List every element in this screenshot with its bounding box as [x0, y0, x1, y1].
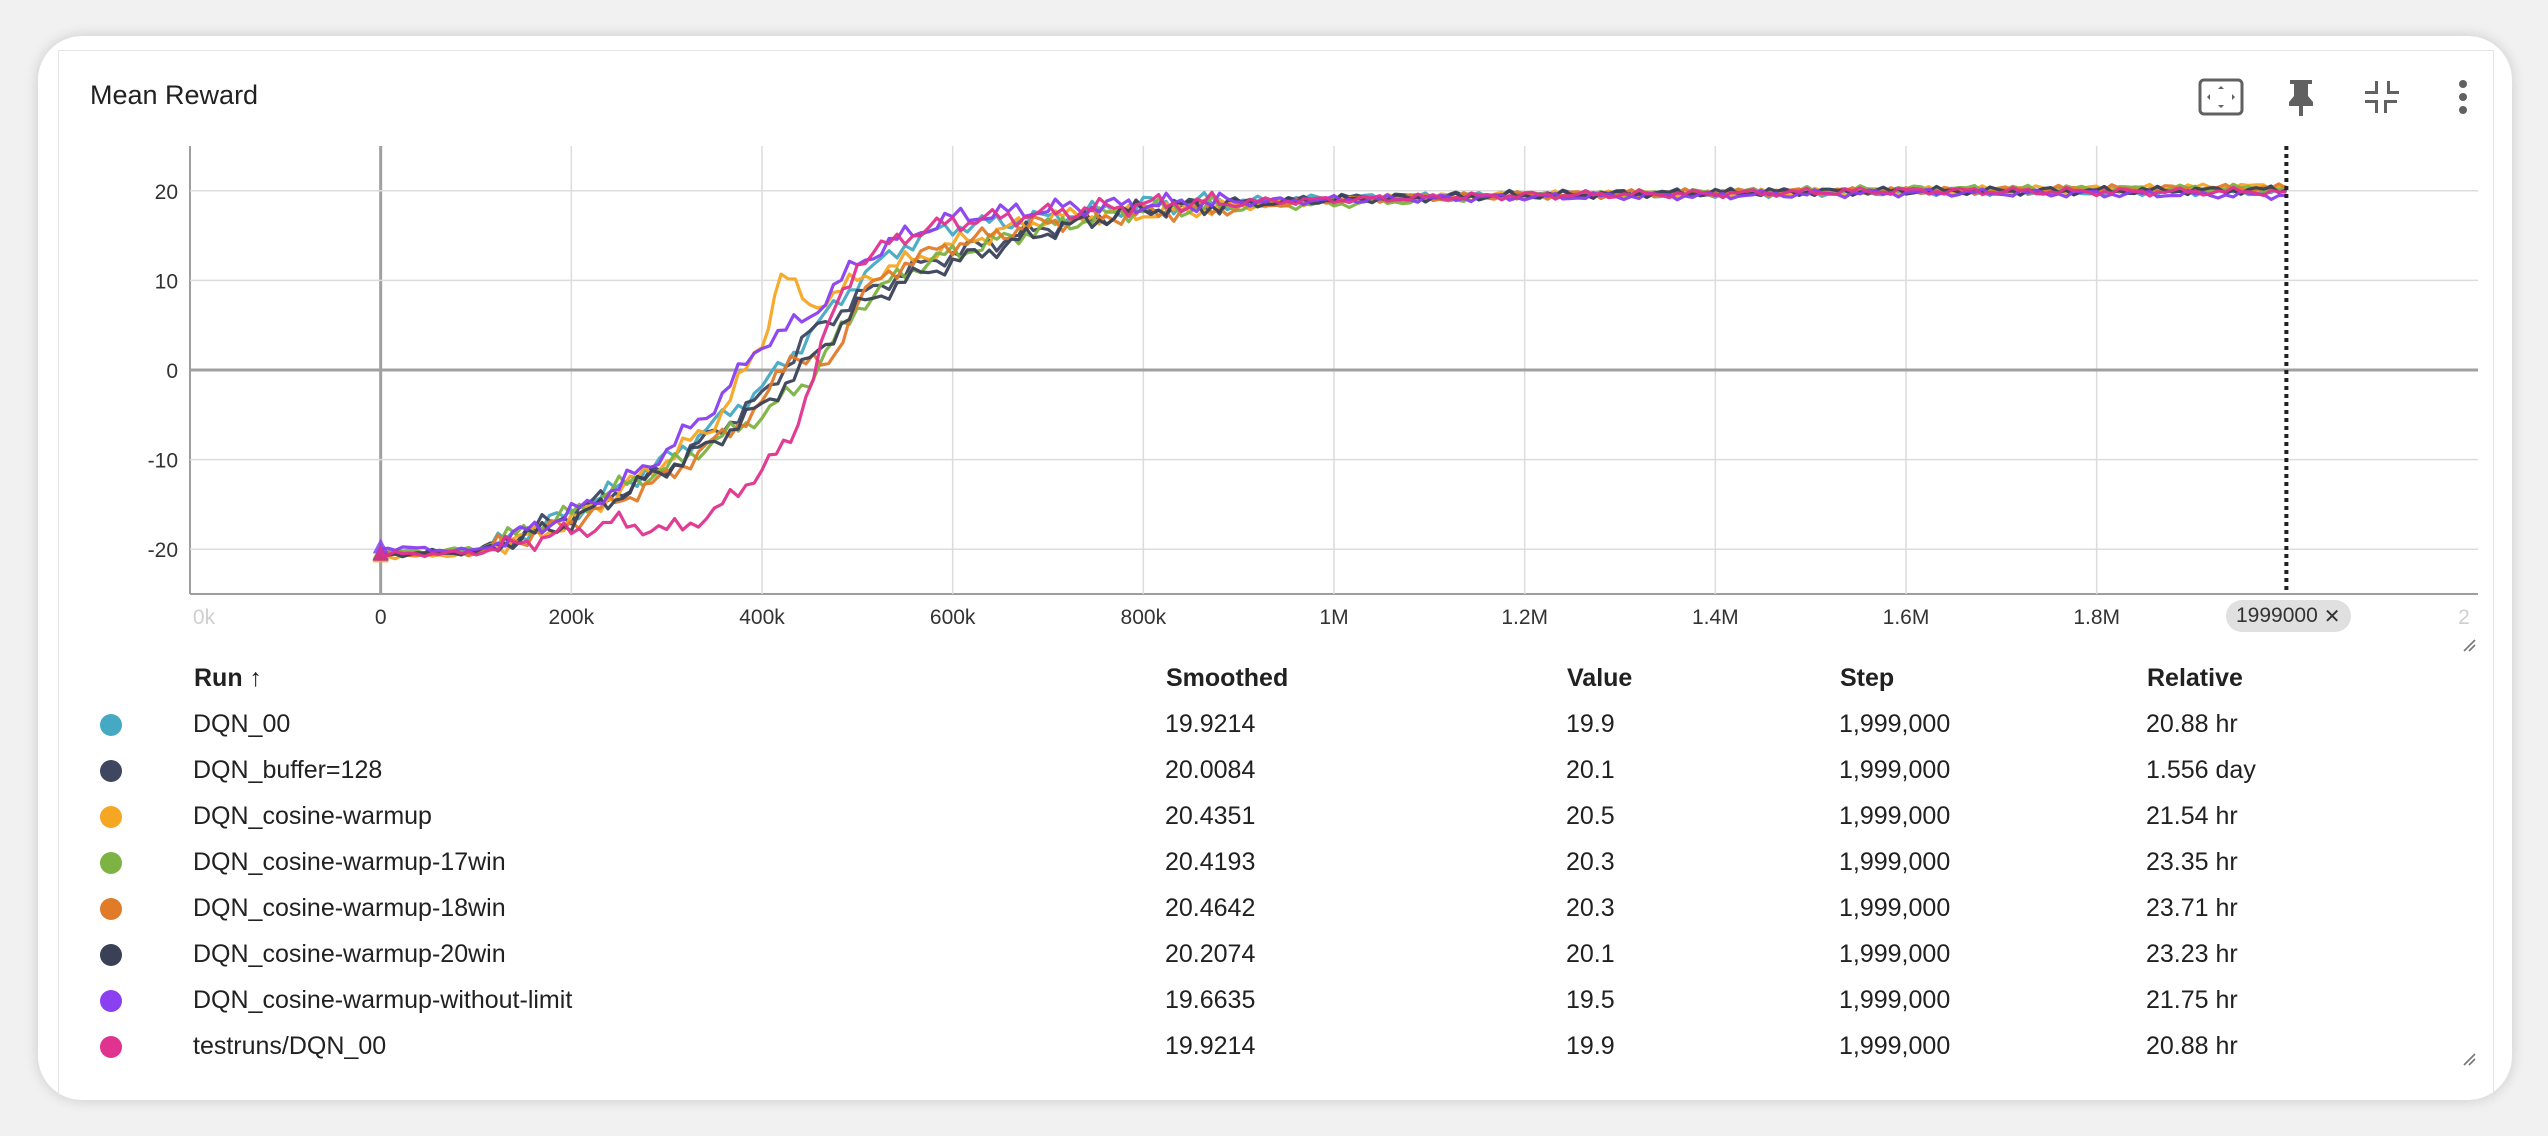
col-header-relative[interactable]: Relative	[2147, 664, 2243, 692]
cell-step: 1,999,000	[1839, 802, 1951, 830]
run-color-dot	[100, 852, 122, 874]
cell-smoothed: 20.0084	[1165, 756, 1256, 784]
scalar-card	[38, 36, 2512, 1101]
resize-handle-icon[interactable]	[2462, 1052, 2476, 1066]
cell-value: 20.1	[1566, 940, 1615, 968]
hover-step-value: 1999000	[2236, 604, 2318, 627]
cell-smoothed: 19.6635	[1165, 986, 1256, 1014]
cell-relative: 20.88 hr	[2146, 710, 2238, 738]
cell-value: 19.9	[1566, 1032, 1615, 1060]
table-row[interactable]: DQN_cosine-warmup-18win 20.4642 20.3 1,9…	[0, 888, 2548, 934]
y-tick-label: 10	[155, 270, 178, 293]
cell-smoothed: 20.4193	[1165, 848, 1256, 876]
cell-run: DQN_cosine-warmup	[193, 802, 432, 830]
x-tick-label: 1.4M	[1692, 606, 1739, 629]
y-tick-label: 20	[155, 181, 178, 204]
col-header-step[interactable]: Step	[1840, 664, 1895, 692]
run-color-dot	[100, 898, 122, 920]
resize-handle-icon[interactable]	[2462, 638, 2476, 652]
cell-smoothed: 19.9214	[1165, 710, 1256, 738]
table-row[interactable]: DQN_buffer=128 20.0084 20.1 1,999,000 1.…	[0, 750, 2548, 796]
cell-run: DQN_cosine-warmup-20win	[193, 940, 506, 968]
cell-smoothed: 20.4642	[1165, 894, 1256, 922]
cell-run: testruns/DQN_00	[193, 1032, 387, 1060]
table-row[interactable]: testruns/DQN_00 19.9214 19.9 1,999,000 2…	[0, 1026, 2548, 1072]
run-color-dot	[100, 990, 122, 1012]
cell-step: 1,999,000	[1839, 986, 1951, 1014]
card-title: Mean Reward	[90, 80, 259, 110]
cell-value: 19.5	[1566, 986, 1615, 1014]
cell-value: 19.9	[1566, 710, 1615, 738]
run-color-dot	[100, 944, 122, 966]
hover-step-chip[interactable]: 1999000 ✕	[2226, 600, 2351, 632]
cell-relative: 23.35 hr	[2146, 848, 2238, 876]
close-icon[interactable]: ✕	[2323, 605, 2341, 628]
cell-value: 20.3	[1566, 894, 1615, 922]
x-tick-label: 1.6M	[1883, 606, 1930, 629]
cell-run: DQN_buffer=128	[193, 756, 383, 784]
table-row[interactable]: DQN_cosine-warmup 20.4351 20.5 1,999,000…	[0, 796, 2548, 842]
y-tick-label: -10	[148, 450, 178, 473]
table-row[interactable]: DQN_cosine-warmup-20win 20.2074 20.1 1,9…	[0, 934, 2548, 980]
more-vert-icon[interactable]	[2438, 72, 2488, 122]
series-line-6	[380, 187, 2287, 553]
x-tick-label: 0k	[193, 606, 216, 629]
series-line-7	[380, 185, 2287, 559]
cell-step: 1,999,000	[1839, 710, 1951, 738]
cell-value: 20.1	[1566, 756, 1615, 784]
x-tick-label: 400k	[739, 606, 785, 629]
run-color-dot	[100, 760, 122, 782]
x-tick-label: 800k	[1121, 606, 1167, 629]
cell-relative: 1.556 day	[2146, 756, 2256, 784]
cell-smoothed: 20.4351	[1165, 802, 1256, 830]
table-row[interactable]: DQN_cosine-warmup-17win 20.4193 20.3 1,9…	[0, 842, 2548, 888]
x-tick-label: 0	[375, 606, 387, 629]
series-start-marker-7	[372, 545, 389, 561]
cell-run: DQN_cosine-warmup-17win	[193, 848, 506, 876]
col-header-run[interactable]: Run ↑	[194, 664, 263, 692]
cell-step: 1,999,000	[1839, 940, 1951, 968]
cell-relative: 21.54 hr	[2146, 802, 2238, 830]
y-tick-label: -20	[148, 539, 178, 562]
x-tick-label: 1M	[1319, 606, 1348, 629]
x-tick-label: 1.8M	[2073, 606, 2120, 629]
cell-step: 1,999,000	[1839, 894, 1951, 922]
fit-to-domain-icon[interactable]	[2196, 72, 2246, 122]
table-row[interactable]: DQN_00 19.9214 19.9 1,999,000 20.88 hr	[0, 704, 2548, 750]
cell-run: DQN_cosine-warmup-without-limit	[193, 986, 573, 1014]
cell-relative: 23.23 hr	[2146, 940, 2238, 968]
x-tick-label: 2	[2458, 606, 2470, 629]
cell-run: DQN_cosine-warmup-18win	[193, 894, 506, 922]
table-row[interactable]: DQN_cosine-warmup-without-limit 19.6635 …	[0, 980, 2548, 1026]
card-inner-frame	[58, 50, 2494, 1101]
cell-step: 1,999,000	[1839, 848, 1951, 876]
x-tick-label: 200k	[549, 606, 595, 629]
pin-icon[interactable]	[2276, 72, 2326, 122]
x-tick-label: 600k	[930, 606, 976, 629]
cell-smoothed: 19.9214	[1165, 1032, 1256, 1060]
y-tick-label: 0	[166, 360, 178, 383]
cell-smoothed: 20.2074	[1165, 940, 1256, 968]
series-line-3	[380, 182, 2287, 556]
cell-relative: 23.71 hr	[2146, 894, 2238, 922]
cell-value: 20.5	[1566, 802, 1615, 830]
cell-run: DQN_00	[193, 710, 291, 738]
col-header-smoothed[interactable]: Smoothed	[1166, 664, 1289, 692]
run-color-dot	[100, 1036, 122, 1058]
run-color-dot	[100, 714, 122, 736]
run-color-dot	[100, 806, 122, 828]
cell-relative: 20.88 hr	[2146, 1032, 2238, 1060]
col-header-value[interactable]: Value	[1567, 664, 1633, 692]
cell-step: 1,999,000	[1839, 756, 1951, 784]
x-tick-label: 1.2M	[1501, 606, 1548, 629]
cell-relative: 21.75 hr	[2146, 986, 2238, 1014]
cell-step: 1,999,000	[1839, 1032, 1951, 1060]
line-chart[interactable]: 0 200k 400k 600k 800k 1M 1.2M 1.4M 1.6M 1.8M 0k 2 20…	[0, 0, 2548, 660]
cell-value: 20.3	[1566, 848, 1615, 876]
